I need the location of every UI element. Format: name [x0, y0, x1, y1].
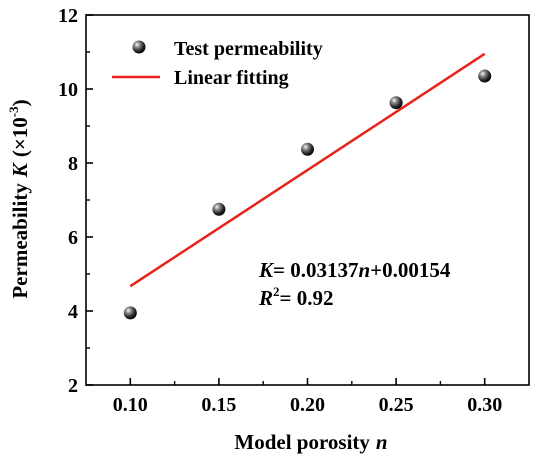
data-point	[212, 202, 226, 216]
data-point	[123, 306, 137, 320]
x-axis-title: Model porosity n	[234, 430, 387, 454]
x-tick-label: 0.10	[113, 394, 148, 416]
y-axis-title-close: )	[8, 99, 32, 106]
fit-line	[129, 52, 486, 288]
x-tick-label: 0.25	[379, 394, 414, 416]
x-tick-label: 0.15	[201, 394, 236, 416]
y-axis-title-unit: (×10	[8, 117, 32, 157]
fit-equation-part-a: = 0.03137	[273, 258, 358, 282]
data-point	[478, 69, 492, 83]
legend-label-linear-fitting: Linear fitting	[174, 67, 289, 89]
y-axis-title-var: K	[8, 161, 32, 178]
y-axis-title-exp: -3	[6, 106, 21, 117]
y-axis-title-text: Permeability	[8, 183, 32, 299]
y-axis-title: Permeability K (×10-3)	[6, 99, 32, 298]
legend-label-test-permeability: Test permeability	[174, 38, 323, 60]
y-tick-label: 2	[68, 375, 78, 397]
x-axis-title-var: n	[376, 430, 388, 454]
y-tick-label: 8	[68, 153, 78, 175]
y-tick-label: 10	[58, 79, 78, 101]
y-tick-label: 6	[68, 227, 78, 249]
fit-equation-part-b: +0.00154	[370, 258, 451, 282]
r-squared-value: = 0.92	[280, 286, 334, 310]
axis-layer: 0.10 0.15 0.20 0.25 0.30 2 4 6 8 10 12	[58, 5, 530, 416]
x-tick-label: 0.30	[467, 394, 502, 416]
plot-frame	[85, 14, 530, 386]
fit-equation: K= 0.03137n+0.00154	[258, 258, 451, 282]
data-point	[389, 96, 403, 110]
fit-equation-var: K	[258, 258, 275, 282]
legend-marker-test-permeability	[132, 40, 146, 54]
data-point	[301, 142, 314, 156]
legend: Test permeability Linear fitting	[112, 38, 323, 89]
x-axis-title-text: Model porosity	[234, 430, 370, 454]
fit-equation-n: n	[358, 258, 370, 282]
r-squared-exp: 2	[273, 284, 280, 299]
y-tick-label: 12	[58, 5, 78, 27]
y-tick-label: 4	[68, 301, 78, 323]
r-squared: R2= 0.92	[258, 284, 333, 310]
plot-layer	[123, 52, 492, 320]
r-squared-var: R	[258, 286, 273, 310]
x-tick-label: 0.20	[290, 394, 325, 416]
